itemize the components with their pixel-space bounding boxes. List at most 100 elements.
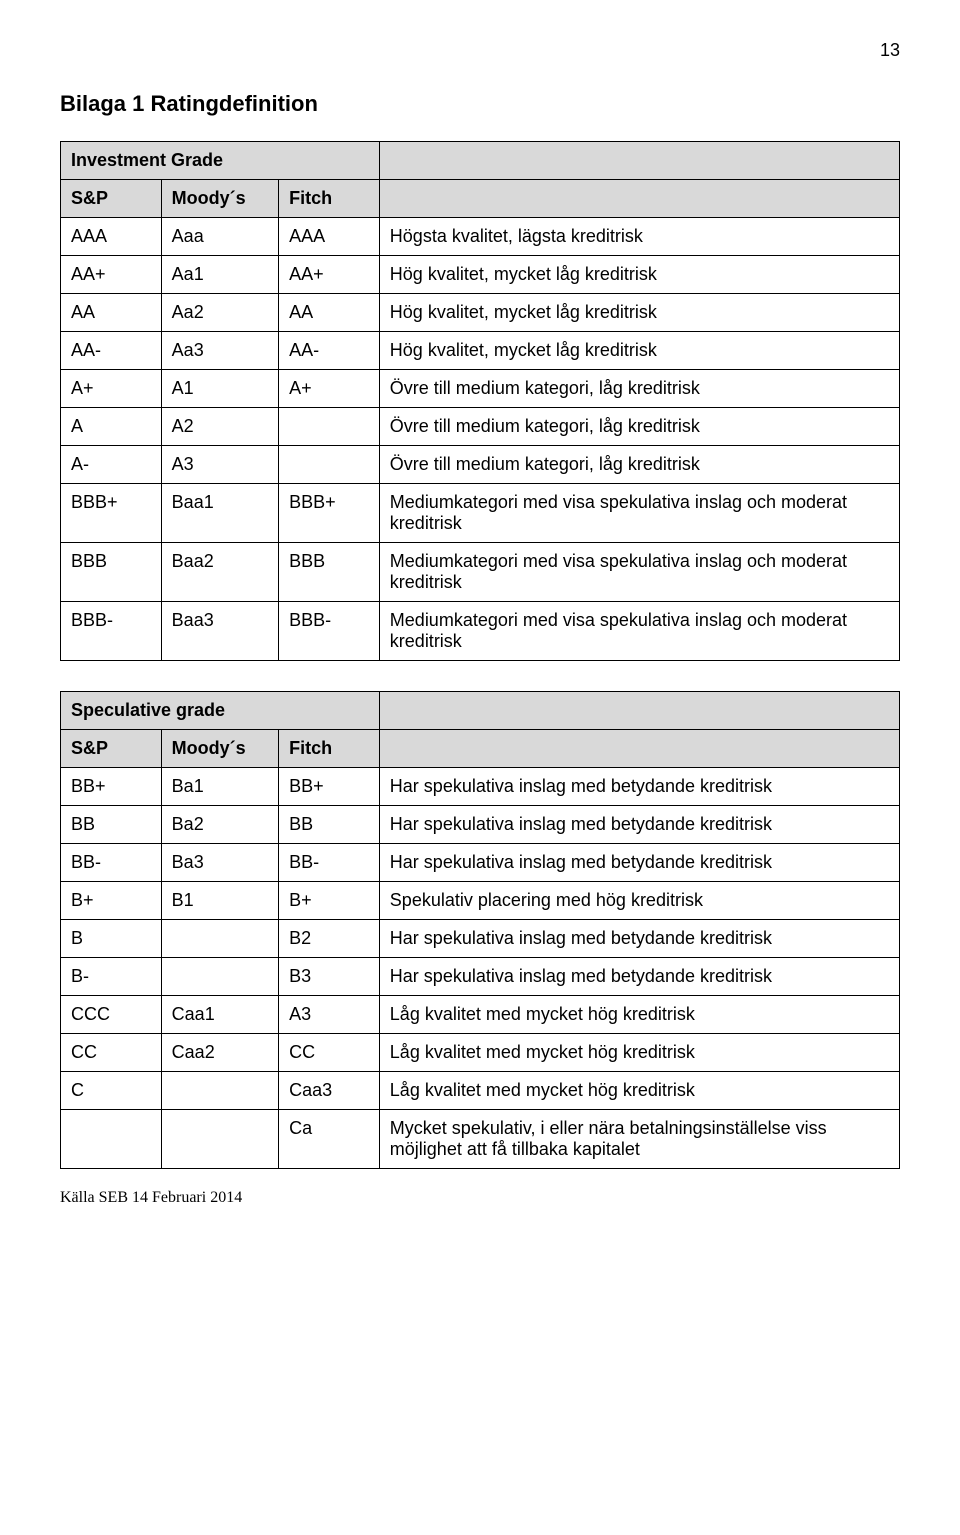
table-cell: AA+ xyxy=(279,256,380,294)
header-fitch: Fitch xyxy=(279,180,380,218)
table-cell: Ca xyxy=(279,1110,380,1169)
table-cell: BB xyxy=(61,806,162,844)
table-cell: A3 xyxy=(161,446,278,484)
table-cell: Högsta kvalitet, lägsta kreditrisk xyxy=(379,218,899,256)
table-cell: BB- xyxy=(61,844,162,882)
table-cell: BBB xyxy=(61,543,162,602)
table-cell: Ba3 xyxy=(161,844,278,882)
table-row: A+A1A+Övre till medium kategori, låg kre… xyxy=(61,370,900,408)
table-cell: Har spekulativa inslag med betydande kre… xyxy=(379,768,899,806)
table-cell: B+ xyxy=(279,882,380,920)
page-title: Bilaga 1 Ratingdefinition xyxy=(60,91,900,117)
section-title: Speculative grade xyxy=(61,692,380,730)
table-row: CCCCaa1A3Låg kvalitet med mycket hög kre… xyxy=(61,996,900,1034)
table-column-header: S&P Moody´s Fitch xyxy=(61,180,900,218)
table-row: B B2Har spekulativa inslag med betydande … xyxy=(61,920,900,958)
table-cell: Baa3 xyxy=(161,602,278,661)
table-cell: Aa2 xyxy=(161,294,278,332)
header-moodys: Moody´s xyxy=(161,730,278,768)
table-cell xyxy=(161,920,278,958)
table-cell: Mediumkategori med visa spekulativa insl… xyxy=(379,602,899,661)
table-row: B-B3Har spekulativa inslag med betydande… xyxy=(61,958,900,996)
table-cell: Har spekulativa inslag med betydande kre… xyxy=(379,920,899,958)
table-cell: Övre till medium kategori, låg kreditris… xyxy=(379,370,899,408)
table-cell: Hög kvalitet, mycket låg kreditrisk xyxy=(379,256,899,294)
table-row: CCCaa2CCLåg kvalitet med mycket hög kred… xyxy=(61,1034,900,1072)
table-cell: Aaa xyxy=(161,218,278,256)
table-cell: AA xyxy=(279,294,380,332)
table-cell: A3 xyxy=(279,996,380,1034)
table-cell: Hög kvalitet, mycket låg kreditrisk xyxy=(379,294,899,332)
table-cell: Baa2 xyxy=(161,543,278,602)
table-cell: A1 xyxy=(161,370,278,408)
header-fitch: Fitch xyxy=(279,730,380,768)
header-desc xyxy=(379,180,899,218)
table-row: BB-Ba3BB-Har spekulativa inslag med bety… xyxy=(61,844,900,882)
header-desc xyxy=(379,730,899,768)
section-blank xyxy=(379,692,899,730)
table-cell: Mycket spekulativ, i eller nära betalnin… xyxy=(379,1110,899,1169)
table-cell: BB xyxy=(279,806,380,844)
table-cell: CCC xyxy=(61,996,162,1034)
table-row: AAAa2AAHög kvalitet, mycket låg kreditri… xyxy=(61,294,900,332)
table-row: BBB+Baa1BBB+Mediumkategori med visa spek… xyxy=(61,484,900,543)
table-cell: BBB xyxy=(279,543,380,602)
table-cell: Ba2 xyxy=(161,806,278,844)
table-cell: C xyxy=(61,1072,162,1110)
table-cell: AA- xyxy=(279,332,380,370)
table-row: CaMycket spekulativ, i eller nära betaln… xyxy=(61,1110,900,1169)
table-row: AA+Aa1AA+Hög kvalitet, mycket låg kredit… xyxy=(61,256,900,294)
table-cell xyxy=(61,1110,162,1169)
table-cell: B2 xyxy=(279,920,380,958)
table-cell: BBB+ xyxy=(61,484,162,543)
table-row: AA2 Övre till medium kategori, låg kredit… xyxy=(61,408,900,446)
table-row: BBBa2BBHar spekulativa inslag med betyda… xyxy=(61,806,900,844)
table-cell: BBB- xyxy=(61,602,162,661)
table-cell: A- xyxy=(61,446,162,484)
table-cell xyxy=(161,958,278,996)
table-row: BBB-Baa3BBB-Mediumkategori med visa spek… xyxy=(61,602,900,661)
table-cell: CC xyxy=(279,1034,380,1072)
table-cell: Spekulativ placering med hög kreditrisk xyxy=(379,882,899,920)
table-cell: Låg kvalitet med mycket hög kreditrisk xyxy=(379,1034,899,1072)
investment-grade-table: Investment Grade S&P Moody´s Fitch AAAAa… xyxy=(60,141,900,661)
table-cell: Har spekulativa inslag med betydande kre… xyxy=(379,844,899,882)
table-cell: B+ xyxy=(61,882,162,920)
table-cell: A xyxy=(61,408,162,446)
table-cell xyxy=(161,1072,278,1110)
table-cell: AA+ xyxy=(61,256,162,294)
header-moodys: Moody´s xyxy=(161,180,278,218)
table-cell: AA xyxy=(61,294,162,332)
table-cell: Övre till medium kategori, låg kreditris… xyxy=(379,446,899,484)
table-cell: B1 xyxy=(161,882,278,920)
table-cell: B- xyxy=(61,958,162,996)
table-cell: A+ xyxy=(279,370,380,408)
speculative-grade-table: Speculative grade S&P Moody´s Fitch BB+B… xyxy=(60,691,900,1169)
table-cell: AAA xyxy=(61,218,162,256)
table-cell: Hög kvalitet, mycket låg kreditrisk xyxy=(379,332,899,370)
header-sp: S&P xyxy=(61,730,162,768)
table-cell: BB+ xyxy=(61,768,162,806)
table-cell: Caa2 xyxy=(161,1034,278,1072)
table-row: AA-Aa3AA-Hög kvalitet, mycket låg kredit… xyxy=(61,332,900,370)
table-cell: Aa3 xyxy=(161,332,278,370)
table-cell: BB- xyxy=(279,844,380,882)
table-section-header: Speculative grade xyxy=(61,692,900,730)
table-cell: Mediumkategori med visa spekulativa insl… xyxy=(379,543,899,602)
table-cell: Övre till medium kategori, låg kreditris… xyxy=(379,408,899,446)
table-row: B+B1B+Spekulativ placering med hög kredi… xyxy=(61,882,900,920)
table-row: A-A3 Övre till medium kategori, låg kredi… xyxy=(61,446,900,484)
table-cell: Aa1 xyxy=(161,256,278,294)
page-number: 13 xyxy=(60,40,900,61)
table-cell: Låg kvalitet med mycket hög kreditrisk xyxy=(379,996,899,1034)
table-cell: A2 xyxy=(161,408,278,446)
table-cell xyxy=(161,1110,278,1169)
table-column-header: S&P Moody´s Fitch xyxy=(61,730,900,768)
table-cell: Caa3 xyxy=(279,1072,380,1110)
table-cell: Caa1 xyxy=(161,996,278,1034)
table-cell: BBB- xyxy=(279,602,380,661)
table-cell: B xyxy=(61,920,162,958)
table-row: BB+Ba1BB+Har spekulativa inslag med bety… xyxy=(61,768,900,806)
table-cell: BB+ xyxy=(279,768,380,806)
table-cell xyxy=(279,446,380,484)
